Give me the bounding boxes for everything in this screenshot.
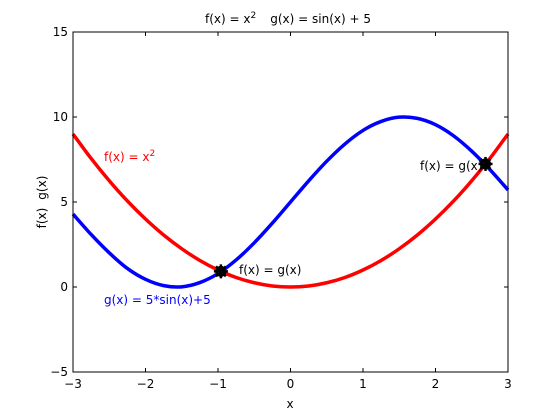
intersection-label-1: f(x) = g(x) bbox=[239, 263, 301, 277]
y-axis-label: f(x) g(x) bbox=[35, 176, 49, 229]
title-g: g(x) = sin(x) + 5 bbox=[270, 12, 371, 26]
y-tick-label-1: 0 bbox=[60, 280, 68, 294]
x-tick-label-5: 2 bbox=[432, 377, 440, 391]
series-label-f: f(x) = x2 bbox=[104, 149, 155, 164]
intersection-label-2: f(x) = g(x) bbox=[420, 159, 482, 173]
chart-title: f(x) = x2 g(x) = sin(x) + 5 bbox=[205, 11, 371, 26]
intersection-marker-1 bbox=[213, 264, 228, 279]
x-axis-label: x bbox=[286, 397, 293, 411]
series-label-f-exponent: 2 bbox=[149, 149, 155, 159]
x-tick-label-1: −2 bbox=[137, 377, 155, 391]
axis-ticks: −3 −2 −1 0 1 2 3 −5 0 5 10 15 bbox=[50, 25, 512, 391]
series-label-f-base: f(x) = x bbox=[104, 150, 149, 164]
x-tick-label-2: −1 bbox=[209, 377, 227, 391]
title-f-exponent: 2 bbox=[251, 11, 257, 21]
plot-area: −3 −2 −1 0 1 2 3 −5 0 5 10 15 bbox=[50, 25, 512, 391]
y-axis-label-f: f(x) bbox=[35, 208, 49, 229]
y-tick-label-4: 15 bbox=[53, 25, 68, 39]
y-tick-label-2: 5 bbox=[60, 195, 68, 209]
title-f-base: f(x) = x bbox=[205, 12, 250, 26]
intersection-marker-2 bbox=[478, 156, 493, 171]
x-tick-label-4: 1 bbox=[359, 377, 367, 391]
series-line-f bbox=[71, 132, 510, 289]
series-line-g bbox=[71, 115, 510, 289]
series-label-g: g(x) = 5*sin(x)+5 bbox=[104, 293, 211, 307]
curves bbox=[71, 115, 510, 289]
x-tick-label-6: 3 bbox=[504, 377, 512, 391]
intersection-markers bbox=[213, 156, 493, 279]
x-tick-label-0: −3 bbox=[64, 377, 82, 391]
y-tick-label-3: 10 bbox=[53, 110, 68, 124]
y-tick-label-0: −5 bbox=[50, 365, 68, 379]
x-tick-label-3: 0 bbox=[287, 377, 295, 391]
y-axis-label-g: g(x) bbox=[35, 176, 49, 200]
